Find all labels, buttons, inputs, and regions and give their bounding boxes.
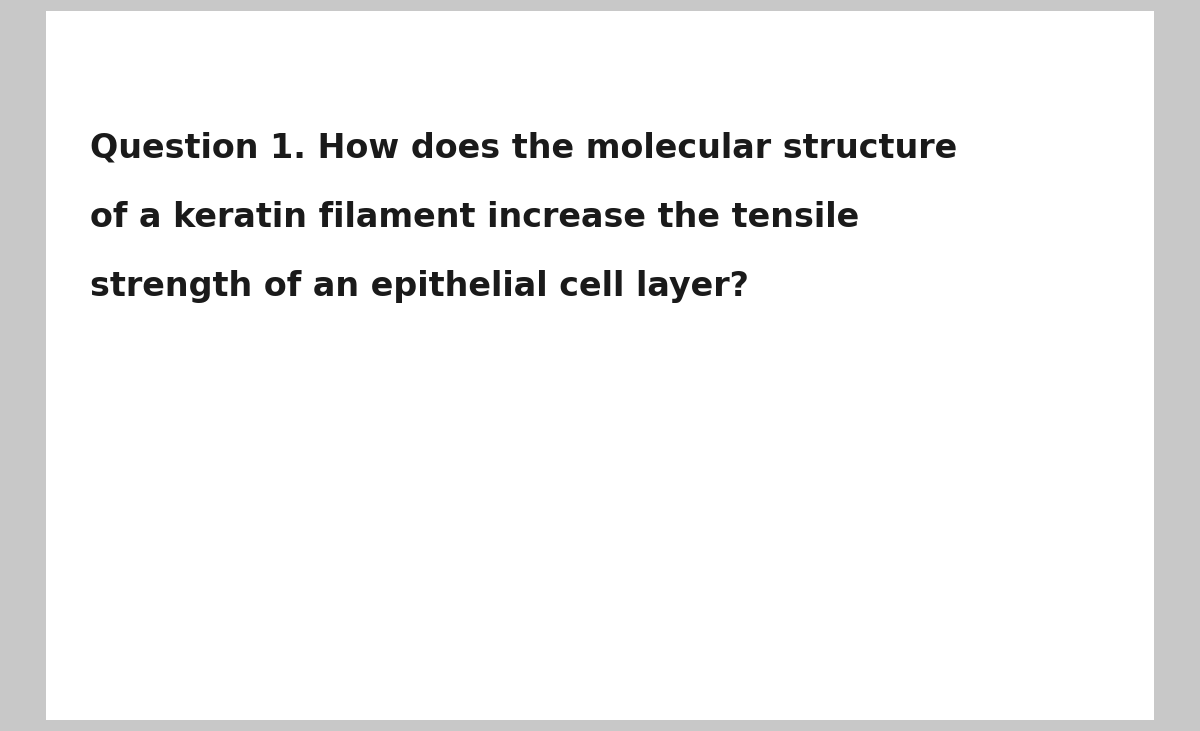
Text: Question 1. How does the molecular structure: Question 1. How does the molecular struc… (90, 132, 958, 164)
Text: strength of an epithelial cell layer?: strength of an epithelial cell layer? (90, 270, 749, 303)
Text: of a keratin filament increase the tensile: of a keratin filament increase the tensi… (90, 201, 859, 234)
